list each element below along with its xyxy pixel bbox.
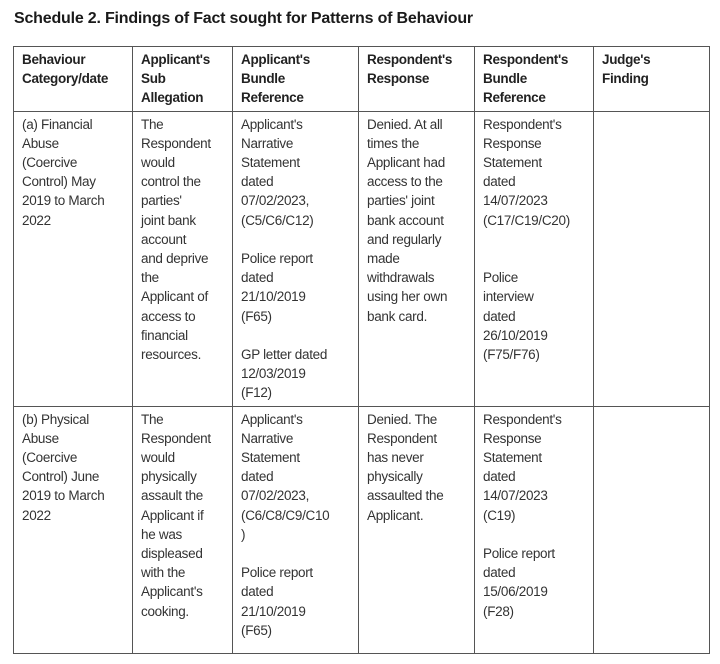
header-respondent-response: Respondent's Response [358, 46, 475, 112]
cell-judge-finding [593, 110, 710, 407]
header-judge-finding: Judge's Finding [593, 46, 710, 112]
cell-respondent-reference: Respondent's Response Statement dated 14… [474, 405, 594, 654]
cell-judge-finding [593, 405, 710, 654]
cell-response: Denied. At all times the Applicant had a… [358, 110, 475, 407]
cell-category: (b) Physical Abuse (Coercive Control) Ju… [13, 405, 133, 654]
header-applicant-bundle-reference: Applicant's Bundle Reference [232, 46, 359, 112]
cell-applicant-reference: Applicant's Narrative Statement dated 07… [232, 405, 359, 654]
header-applicant-sub-allegation: Applicant's Sub Allegation [132, 46, 233, 112]
cell-respondent-reference: Respondent's Response Statement dated 14… [474, 110, 594, 407]
table-header-row: Behaviour Category/date Applicant's Sub … [13, 46, 710, 112]
header-respondent-bundle-reference: Respondent's Bundle Reference [474, 46, 594, 112]
cell-allegation: The Respondent would control the parties… [132, 110, 233, 407]
cell-category: (a) Financial Abuse (Coercive Control) M… [13, 110, 133, 407]
cell-response: Denied. The Respondent has never physica… [358, 405, 475, 654]
header-behaviour-category: Behaviour Category/date [13, 46, 133, 112]
table-row: (a) Financial Abuse (Coercive Control) M… [13, 110, 710, 407]
cell-applicant-reference: Applicant's Narrative Statement dated 07… [232, 110, 359, 407]
table-row: (b) Physical Abuse (Coercive Control) Ju… [13, 405, 710, 654]
findings-table: Behaviour Category/date Applicant's Sub … [13, 46, 710, 654]
document-title: Schedule 2. Findings of Fact sought for … [14, 10, 473, 27]
cell-allegation: The Respondent would physically assault … [132, 405, 233, 654]
